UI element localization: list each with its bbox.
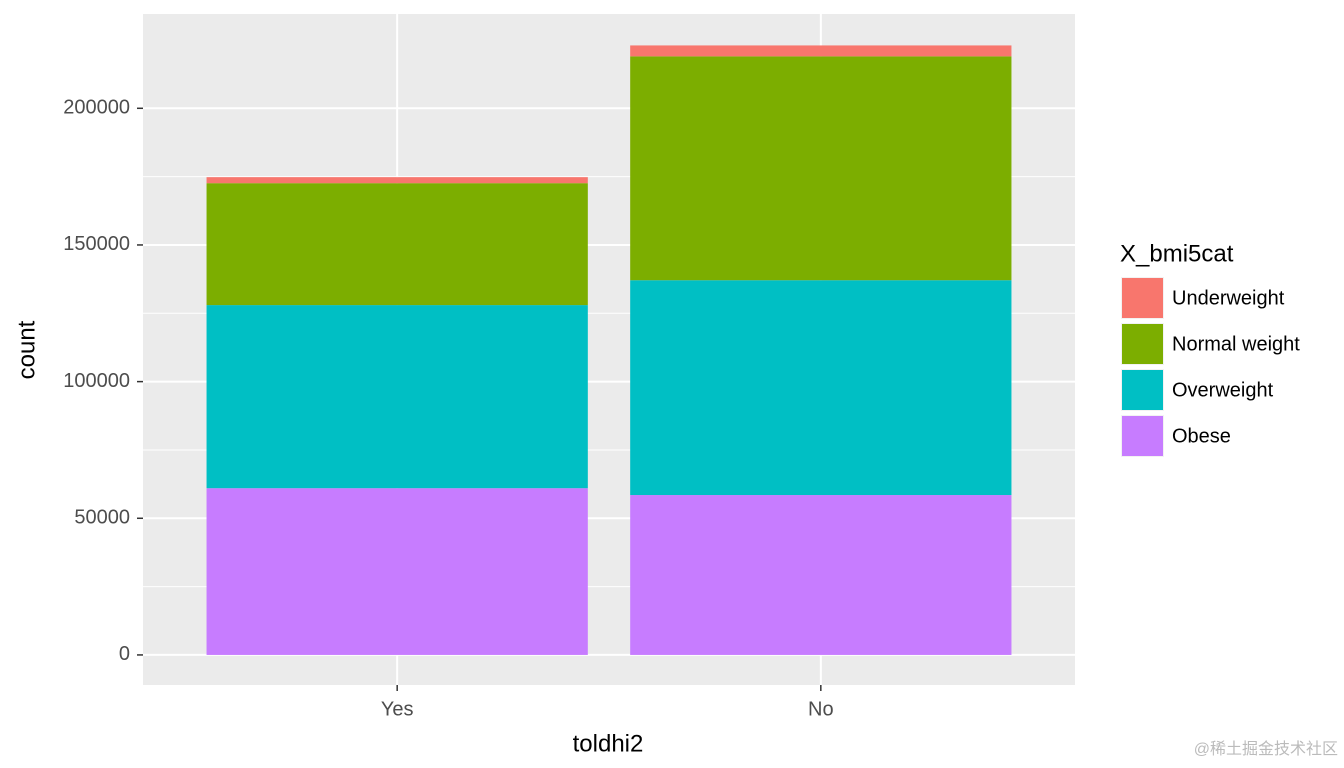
bar-segment — [630, 56, 1012, 281]
legend-swatch — [1122, 370, 1163, 410]
x-tick-label: No — [808, 698, 834, 720]
legend-label: Normal weight — [1172, 333, 1300, 355]
bar-segment — [630, 45, 1012, 57]
y-tick-label: 200000 — [63, 97, 130, 119]
legend-title: X_bmi5cat — [1120, 240, 1234, 267]
bar-segment — [630, 280, 1012, 496]
bar-segment — [206, 488, 588, 655]
y-axis-title: count — [13, 320, 40, 379]
legend-swatch — [1122, 278, 1163, 318]
bar-segment — [206, 177, 588, 184]
y-tick-label: 50000 — [74, 507, 130, 529]
watermark: @稀土掘金技术社区 — [1194, 740, 1338, 758]
legend-label: Overweight — [1172, 379, 1274, 401]
y-tick-label: 0 — [119, 643, 130, 665]
bar-segment — [206, 183, 588, 306]
legend-label: Underweight — [1172, 287, 1285, 309]
x-axis-title: toldhi2 — [573, 730, 644, 757]
legend-swatch — [1122, 416, 1163, 456]
legend-swatch — [1122, 324, 1163, 364]
legend-label: Obese — [1172, 425, 1231, 447]
bar-segment — [206, 305, 588, 489]
y-tick-label: 100000 — [63, 370, 130, 392]
bar-segment — [630, 495, 1012, 655]
x-tick-label: Yes — [381, 698, 414, 720]
y-tick-label: 150000 — [63, 233, 130, 255]
